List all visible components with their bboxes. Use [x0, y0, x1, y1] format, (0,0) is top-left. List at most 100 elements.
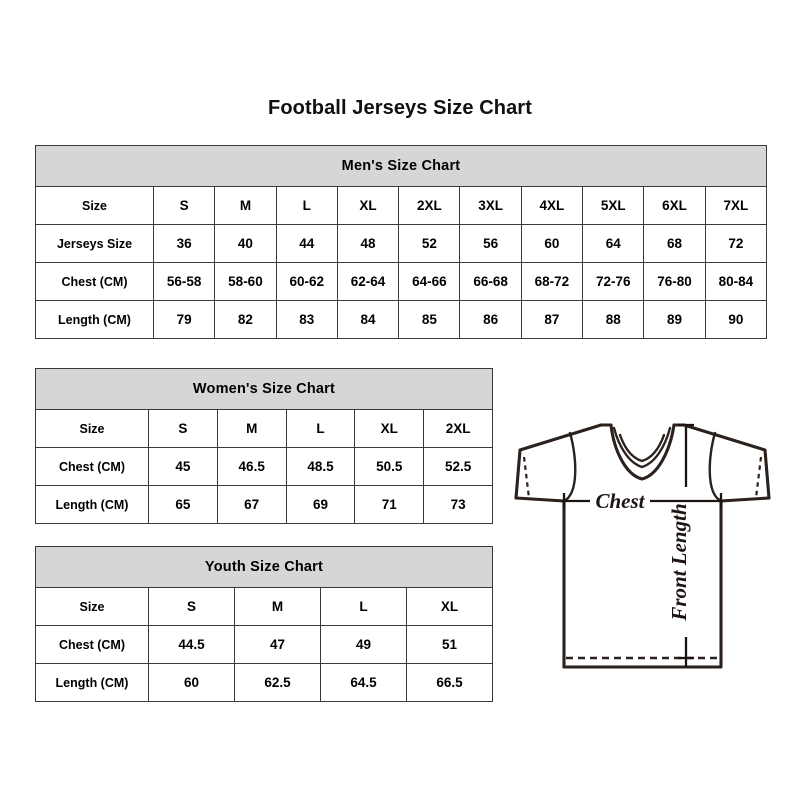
header-cell-s: S — [148, 409, 218, 448]
table-band-row: Men's Size Chart — [35, 145, 767, 187]
data-cell: 67 — [216, 485, 287, 524]
data-cell: 45 — [148, 447, 218, 486]
data-cell: 56-58 — [152, 262, 216, 301]
data-cell: 72 — [704, 224, 768, 263]
table-header-row: Size S M L XL — [35, 587, 493, 626]
header-cell-s: S — [148, 587, 235, 626]
womens-table-band-title: Women's Size Chart — [35, 368, 493, 410]
row-label: Length (CM) — [35, 485, 149, 524]
data-cell: 48.5 — [285, 447, 356, 486]
header-cell-l: L — [320, 587, 407, 626]
header-cell-size: Size — [35, 186, 154, 225]
header-cell-7xl: 7XL — [704, 186, 768, 225]
data-cell: 80-84 — [704, 262, 768, 301]
header-cell-s: S — [152, 186, 216, 225]
data-cell: 51 — [406, 625, 493, 664]
table-header-row: Size S M L XL 2XL 3XL 4XL 5XL 6XL 7XL — [35, 186, 768, 225]
data-cell: 79 — [152, 300, 216, 339]
table-row: Jerseys Size 36 40 44 48 52 56 60 64 68 … — [35, 224, 768, 263]
table-row: Length (CM) 65 67 69 71 73 — [35, 485, 493, 524]
data-cell: 52 — [398, 224, 461, 263]
row-label: Jerseys Size — [35, 224, 154, 263]
data-cell: 82 — [214, 300, 277, 339]
data-cell: 76-80 — [643, 262, 706, 301]
data-cell: 52.5 — [423, 447, 493, 486]
table-row: Chest (CM) 45 46.5 48.5 50.5 52.5 — [35, 447, 493, 486]
header-cell-2xl: 2XL — [398, 186, 461, 225]
youth-table-band-title: Youth Size Chart — [35, 546, 493, 588]
data-cell: 60 — [148, 663, 235, 702]
data-cell: 44.5 — [148, 625, 235, 664]
data-cell: 69 — [285, 485, 356, 524]
front-length-measurement-label: Front Length — [667, 503, 691, 621]
header-cell-m: M — [234, 587, 321, 626]
data-cell: 83 — [275, 300, 338, 339]
data-cell: 46.5 — [216, 447, 287, 486]
header-cell-xl: XL — [406, 587, 493, 626]
data-cell: 50.5 — [354, 447, 425, 486]
table-row: Length (CM) 79 82 83 84 85 86 87 88 89 9… — [35, 300, 768, 339]
data-cell: 60-62 — [275, 262, 338, 301]
data-cell: 62.5 — [234, 663, 321, 702]
data-cell: 47 — [234, 625, 321, 664]
row-label: Length (CM) — [35, 663, 149, 702]
data-cell: 64 — [582, 224, 645, 263]
jersey-measurement-diagram: Chest Front Length — [498, 405, 788, 690]
data-cell: 65 — [148, 485, 218, 524]
data-cell: 66.5 — [406, 663, 493, 702]
data-cell: 85 — [398, 300, 461, 339]
data-cell: 72-76 — [582, 262, 645, 301]
header-cell-6xl: 6XL — [643, 186, 706, 225]
header-cell-5xl: 5XL — [582, 186, 645, 225]
header-cell-size: Size — [35, 587, 149, 626]
header-cell-size: Size — [35, 409, 149, 448]
header-cell-4xl: 4XL — [520, 186, 584, 225]
data-cell: 73 — [423, 485, 493, 524]
data-cell: 48 — [336, 224, 400, 263]
header-cell-3xl: 3XL — [459, 186, 522, 225]
data-cell: 40 — [214, 224, 277, 263]
data-cell: 66-68 — [459, 262, 522, 301]
womens-size-table: Women's Size Chart Size S M L XL 2XL Che… — [35, 368, 493, 524]
chest-measurement-label: Chest — [595, 489, 645, 513]
data-cell: 62-64 — [336, 262, 400, 301]
row-label: Chest (CM) — [35, 625, 149, 664]
table-row: Length (CM) 60 62.5 64.5 66.5 — [35, 663, 493, 702]
data-cell: 68-72 — [520, 262, 584, 301]
table-row: Chest (CM) 56-58 58-60 60-62 62-64 64-66… — [35, 262, 768, 301]
table-header-row: Size S M L XL 2XL — [35, 409, 493, 448]
data-cell: 64.5 — [320, 663, 407, 702]
data-cell: 44 — [275, 224, 338, 263]
table-row: Chest (CM) 44.5 47 49 51 — [35, 625, 493, 664]
page-title: Football Jerseys Size Chart — [268, 97, 532, 119]
data-cell: 90 — [704, 300, 768, 339]
header-cell-l: L — [275, 186, 338, 225]
header-cell-l: L — [285, 409, 356, 448]
youth-size-table: Youth Size Chart Size S M L XL Chest (CM… — [35, 546, 493, 702]
data-cell: 87 — [520, 300, 584, 339]
data-cell: 86 — [459, 300, 522, 339]
data-cell: 58-60 — [214, 262, 277, 301]
data-cell: 64-66 — [398, 262, 461, 301]
row-label: Chest (CM) — [35, 447, 149, 486]
data-cell: 56 — [459, 224, 522, 263]
data-cell: 68 — [643, 224, 706, 263]
header-cell-xl: XL — [336, 186, 400, 225]
table-band-row: Youth Size Chart — [35, 546, 493, 588]
data-cell: 84 — [336, 300, 400, 339]
data-cell: 60 — [520, 224, 584, 263]
row-label: Chest (CM) — [35, 262, 154, 301]
header-cell-2xl: 2XL — [423, 409, 493, 448]
data-cell: 89 — [643, 300, 706, 339]
data-cell: 36 — [152, 224, 216, 263]
table-band-row: Women's Size Chart — [35, 368, 493, 410]
header-cell-m: M — [214, 186, 277, 225]
header-cell-m: M — [216, 409, 287, 448]
data-cell: 49 — [320, 625, 407, 664]
data-cell: 88 — [582, 300, 645, 339]
row-label: Length (CM) — [35, 300, 154, 339]
header-cell-xl: XL — [354, 409, 425, 448]
mens-table-band-title: Men's Size Chart — [35, 145, 767, 187]
data-cell: 71 — [354, 485, 425, 524]
mens-size-table: Men's Size Chart Size S M L XL 2XL 3XL 4… — [35, 145, 768, 339]
